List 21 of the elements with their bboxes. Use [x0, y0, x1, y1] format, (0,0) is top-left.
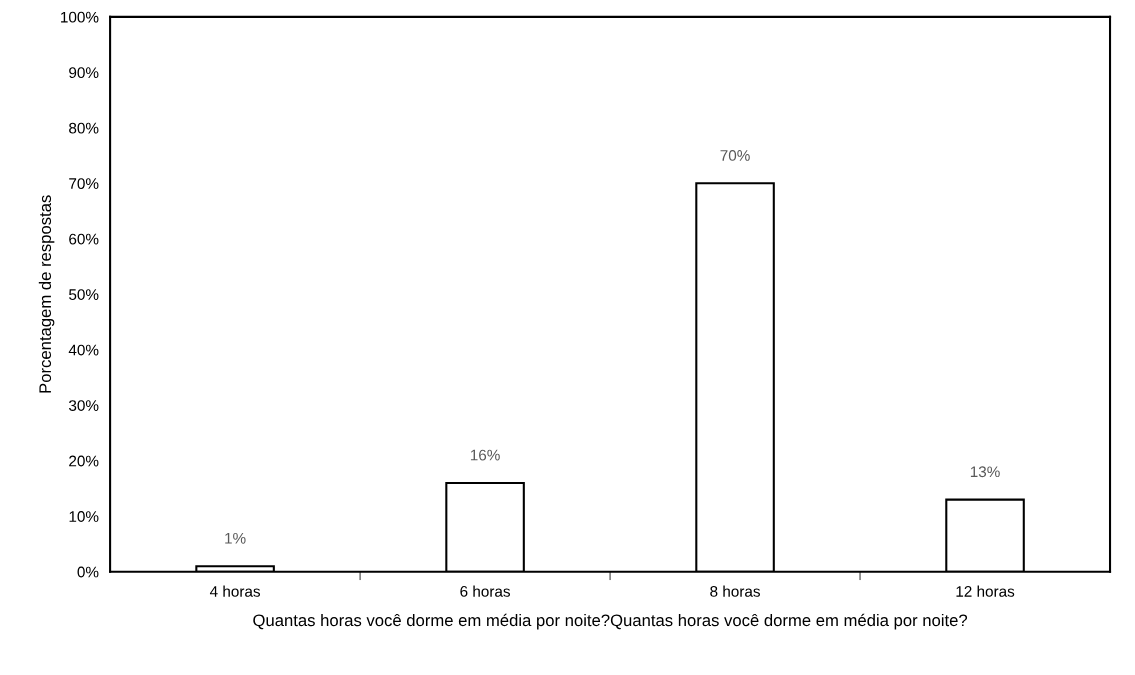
y-tick-label: 40% [68, 344, 99, 356]
y-tick-label: 80% [69, 122, 99, 134]
x-tick-label: 6 horas [460, 585, 510, 597]
data-label: 16% [470, 449, 500, 461]
x-tick-label: 12 horas [956, 585, 1015, 597]
y-tick-label: 70% [69, 178, 99, 190]
y-tick-label: 10% [69, 511, 99, 522]
y-tick-label: 90% [69, 67, 99, 79]
x-axis-title: Quantas horas você dorme em média por noite?Quantas horas você dorme em média por noite? [253, 613, 968, 630]
y-tick-label: 0% [77, 566, 99, 578]
x-tick-label: 8 horas [710, 585, 760, 597]
y-tick-label: 60% [69, 233, 99, 245]
y-tick-label: 50% [69, 289, 99, 300]
data-label: 13% [970, 466, 1000, 478]
y-tick-label: 100% [61, 11, 99, 23]
y-tick-label: 30% [68, 400, 99, 411]
y-axis-title: Porcentagem de respostas [38, 195, 55, 393]
x-tick-label: 4 horas [209, 585, 261, 597]
y-tick-label: 20% [69, 455, 99, 467]
data-label: 70% [720, 150, 750, 161]
data-label: 1% [225, 532, 246, 544]
